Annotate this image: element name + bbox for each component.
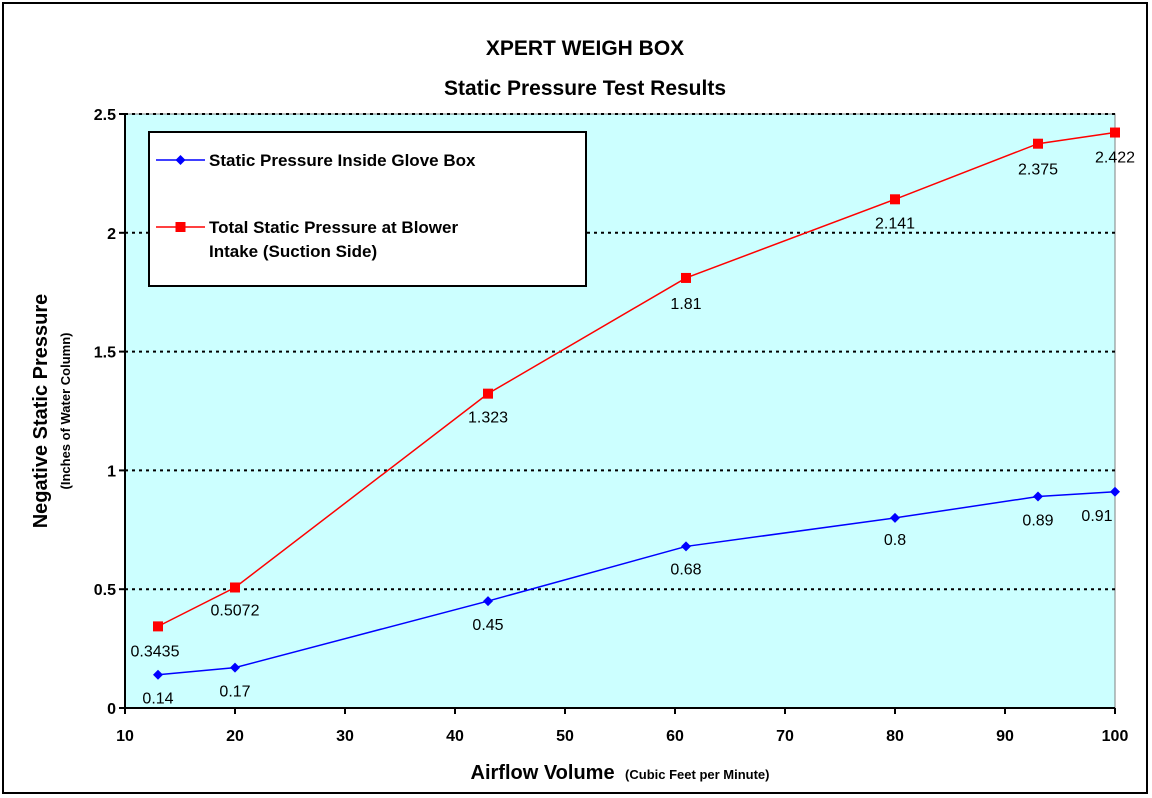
y-tick-label-1: 0.5 (94, 582, 116, 599)
y-axis-subtitle: (Inches of Water Column) (58, 333, 73, 490)
series-1-data-label-1: 0.5072 (211, 602, 260, 619)
series-0-data-label-0: 0.14 (142, 691, 173, 708)
series-0-point-5 (1033, 491, 1043, 502)
y-tick-label-4: 2 (107, 226, 116, 243)
y-axis-title: Negative Static Pressure (30, 294, 52, 529)
legend-label-0: Static Pressure Inside Glove Box (209, 151, 476, 170)
series-1-point-6 (1110, 127, 1120, 138)
legend-label-1: Total Static Pressure at Blower Intake (S… (209, 218, 458, 261)
series-1-point-2 (483, 388, 493, 399)
series-1-data-label-4: 2.141 (875, 215, 915, 232)
series-0-point-2 (483, 596, 493, 607)
x-axis-title-sub: (Cubic Feet per Minute) (625, 767, 769, 782)
series-1-data-label-6: 2.422 (1095, 150, 1135, 167)
x-tick-label-5: 60 (666, 728, 684, 745)
x-tick-labels: 10 20 30 40 50 60 70 80 90 100 (116, 728, 1128, 745)
series-0-data-label-2: 0.45 (472, 617, 503, 634)
series-0-point-4 (890, 512, 900, 523)
series-layer: 0.14 0.17 0.45 0.68 0.8 0.89 0.91 0.3435 0.5072 1… (131, 127, 1135, 708)
legend-label-1-line-1: Intake (Suction Side) (209, 242, 377, 261)
legend-label-0-line-0: Static Pressure Inside Glove Box (209, 151, 476, 170)
series-1-data-label-0: 0.3435 (131, 643, 180, 660)
y-tick-labels: 0 0.5 1 1.5 2 2.5 (94, 107, 116, 718)
legend: Static Pressure Inside Glove Box Total St… (148, 131, 587, 287)
x-tick-label-9: 100 (1102, 728, 1129, 745)
legend-label-1-line-0: Total Static Pressure at Blower (209, 218, 458, 237)
chart-title: XPERT WEIGH BOX (486, 37, 684, 60)
x-tick-label-2: 30 (336, 728, 354, 745)
series-0-point-1 (230, 662, 240, 673)
y-tick-label-5: 2.5 (94, 107, 116, 124)
y-axis-title-main: Negative Static Pressure (30, 294, 52, 529)
series-1-point-1 (230, 582, 240, 593)
legend-marker-0 (175, 155, 186, 165)
series-1-data-label-5: 2.375 (1018, 162, 1058, 179)
x-tick-label-3: 40 (446, 728, 464, 745)
series-1-point-5 (1033, 138, 1043, 149)
series-0-data-label-4: 0.8 (884, 532, 906, 549)
series-0-point-3 (681, 541, 691, 552)
series-1-data-label-2: 1.323 (468, 410, 508, 427)
series-0-data-label-1: 0.17 (219, 684, 250, 701)
series-0-data-label-6: 0.91 (1081, 508, 1112, 525)
y-axis-title-sub: (Inches of Water Column) (58, 333, 73, 490)
x-tick-label-7: 80 (886, 728, 904, 745)
series-0-data-label-5: 0.89 (1022, 513, 1053, 530)
chart-subtitle: Static Pressure Test Results (444, 77, 726, 100)
x-tick-label-1: 20 (226, 728, 244, 745)
x-axis-title-main: Airflow Volume (471, 762, 615, 784)
series-0-data-label-3: 0.68 (670, 561, 701, 578)
legend-marker-1 (175, 222, 186, 232)
x-tick-label-4: 50 (556, 728, 574, 745)
x-axis-title: Airflow Volume (Cubic Feet per Minute) (471, 762, 770, 784)
x-tick-label-6: 70 (776, 728, 794, 745)
series-1-point-4 (890, 194, 900, 205)
axes (119, 113, 1116, 714)
series-1-point-3 (681, 272, 691, 283)
series-1-point-0 (153, 621, 163, 632)
series-0-point-6 (1110, 486, 1120, 497)
x-tick-label-0: 10 (116, 728, 134, 745)
series-1: 0.3435 0.5072 1.323 1.81 2.141 2.375 2.422 (131, 127, 1135, 660)
y-tick-label-0: 0 (107, 701, 116, 718)
series-0-point-0 (153, 669, 163, 680)
y-tick-label-3: 1.5 (94, 345, 116, 362)
series-0: 0.14 0.17 0.45 0.68 0.8 0.89 0.91 (142, 486, 1120, 708)
x-tick-label-8: 90 (996, 728, 1014, 745)
y-tick-label-2: 1 (107, 463, 116, 480)
legend-box (148, 131, 587, 287)
series-1-data-label-3: 1.81 (670, 296, 701, 313)
